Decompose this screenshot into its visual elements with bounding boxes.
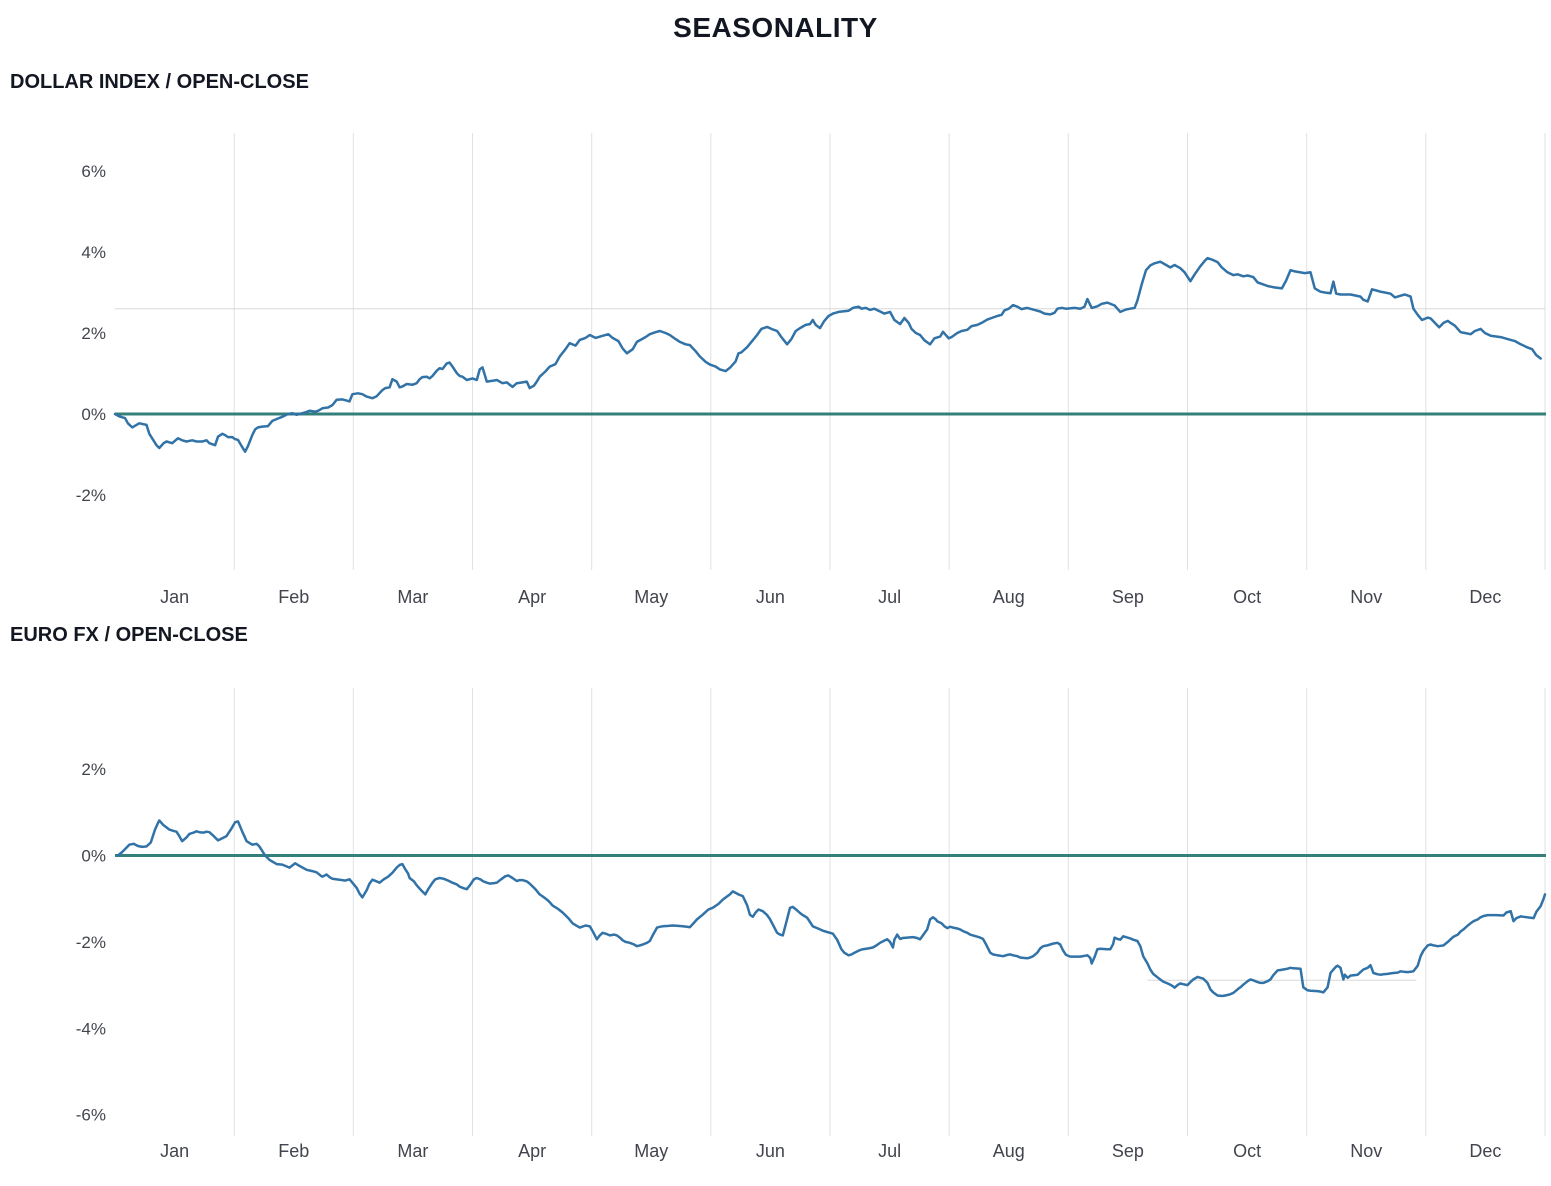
y-axis-tick-label: -6% xyxy=(76,1106,106,1125)
x-axis-month-label: Mar xyxy=(397,1141,428,1161)
x-axis-month-label: Jan xyxy=(160,587,189,607)
y-axis-tick-label: 2% xyxy=(81,760,106,779)
seasonality-series-line xyxy=(116,819,1547,998)
x-axis-month-label: Jun xyxy=(756,587,785,607)
x-axis-month-label: Jun xyxy=(756,1141,785,1161)
x-axis-month-label: Aug xyxy=(993,587,1025,607)
x-axis-month-label: Jul xyxy=(878,587,901,607)
x-axis-month-label: Oct xyxy=(1233,587,1261,607)
x-axis-month-label: Nov xyxy=(1350,1141,1382,1161)
y-axis-tick-label: -4% xyxy=(76,1019,106,1038)
y-axis-tick-label: -2% xyxy=(76,486,106,505)
x-axis-month-label: Feb xyxy=(278,1141,309,1161)
x-axis-month-label: Mar xyxy=(397,587,428,607)
y-axis-tick-label: 2% xyxy=(81,324,106,343)
x-axis-month-label: Sep xyxy=(1112,1141,1144,1161)
y-axis-tick-label: -2% xyxy=(76,933,106,952)
y-axis-tick-label: 0% xyxy=(81,847,106,866)
y-axis-tick-label: 0% xyxy=(81,405,106,424)
chart2-title: EURO FX / OPEN-CLOSE xyxy=(10,624,248,646)
seasonality-series-line xyxy=(113,256,1542,453)
x-axis-month-label: May xyxy=(634,587,668,607)
x-axis-month-label: Apr xyxy=(518,587,546,607)
y-axis-tick-label: 4% xyxy=(81,243,106,262)
x-axis-month-label: May xyxy=(634,1141,668,1161)
x-axis-month-label: Sep xyxy=(1112,587,1144,607)
x-axis-month-label: Dec xyxy=(1469,1141,1501,1161)
x-axis-month-label: Dec xyxy=(1469,587,1501,607)
x-axis-month-label: Oct xyxy=(1233,1141,1261,1161)
x-axis-month-label: Aug xyxy=(993,1141,1025,1161)
page-title: SEASONALITY xyxy=(673,12,878,43)
y-axis-tick-label: 6% xyxy=(81,162,106,181)
x-axis-month-label: Nov xyxy=(1350,587,1382,607)
chart1-title: DOLLAR INDEX / OPEN-CLOSE xyxy=(10,71,309,93)
chart-pane-2[interactable]: 2% 0% -2% -4% -6% Jan Feb Mar Apr May Jun Jul Aug Sep… xyxy=(76,688,1547,1161)
chart-pane-1[interactable]: 6% 4% 2% 0% -2% Jan Feb Mar Apr May Jun Jul Aug Sep Oc… xyxy=(76,133,1546,607)
x-axis-month-label: Apr xyxy=(518,1141,546,1161)
x-axis-month-label: Feb xyxy=(278,587,309,607)
x-axis-month-label: Jan xyxy=(160,1141,189,1161)
x-axis-month-label: Jul xyxy=(878,1141,901,1161)
